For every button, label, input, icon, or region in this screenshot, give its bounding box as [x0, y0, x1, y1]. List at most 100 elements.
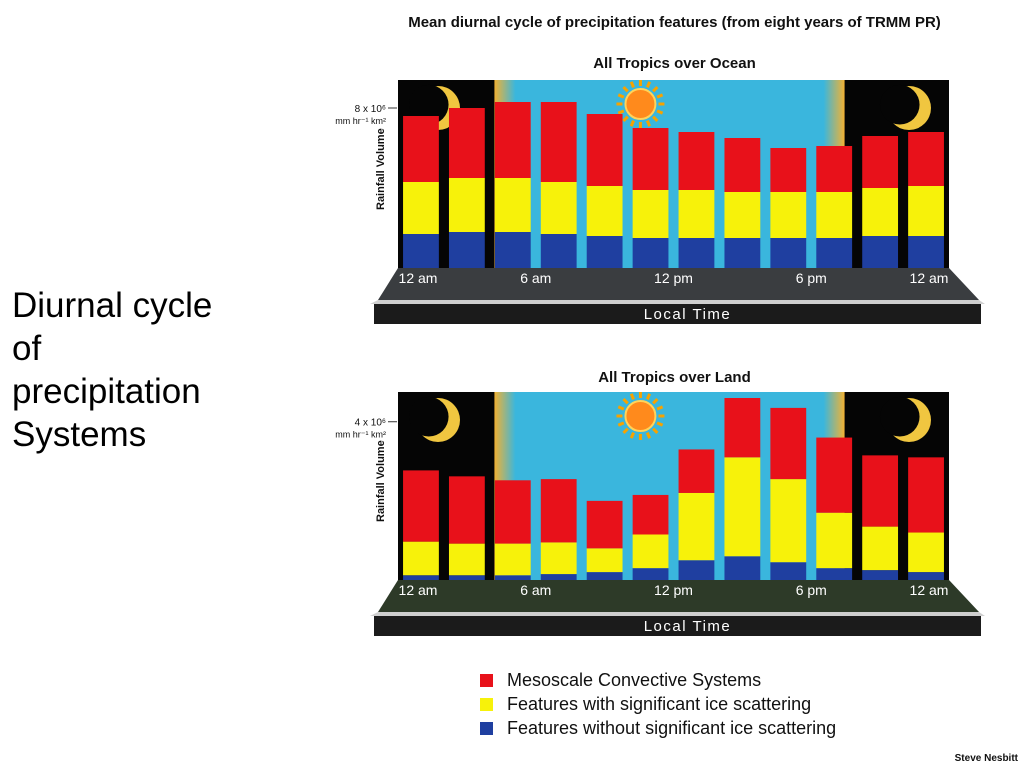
- legend-item: Features with significant ice scattering: [480, 692, 836, 716]
- sun-ray: [656, 421, 664, 427]
- x-axis-label: Local Time: [644, 306, 732, 323]
- bar-segment: [448, 476, 485, 544]
- x-tick-label: 12 am: [910, 270, 949, 286]
- figure: Mean diurnal cycle of precipitation feat…: [325, 0, 1024, 768]
- bar-segment: [862, 236, 899, 268]
- bar-segment: [770, 148, 807, 192]
- chart-title: All Tropics over Ocean: [593, 55, 756, 72]
- bar-segment: [770, 238, 807, 268]
- moon-shadow: [408, 396, 449, 437]
- y-tick-label: 4 x 10⁶: [355, 418, 386, 429]
- sun-ray: [645, 432, 652, 439]
- bar-segment: [678, 132, 715, 190]
- bar-segment: [403, 575, 439, 580]
- bar-segment: [678, 190, 715, 238]
- sun-ray: [645, 120, 652, 127]
- x-tick-label: 6 pm: [796, 582, 827, 598]
- legend-item: Features without significant ice scatter…: [480, 716, 836, 740]
- bar-segment: [724, 192, 761, 238]
- bar-segment: [448, 232, 485, 268]
- bar-segment: [862, 526, 899, 571]
- x-tick-label: 12 pm: [654, 270, 693, 286]
- sun-ray: [629, 81, 635, 88]
- bar-segment: [586, 186, 623, 236]
- sun-ray: [622, 397, 629, 405]
- chart-title: All Tropics over Land: [598, 369, 751, 386]
- sun-ray: [629, 393, 635, 400]
- moon-shadow: [879, 396, 920, 437]
- legend: Mesoscale Convective Systems Features wi…: [480, 668, 836, 740]
- sun-ray: [622, 427, 629, 435]
- legend-swatch-ice: [480, 697, 493, 711]
- bar-segment: [586, 114, 623, 186]
- bar-segment: [862, 188, 899, 236]
- land-chart-panel: All Tropics over Land 4 x 10⁶ mm hr⁻¹ km²…: [325, 362, 1024, 652]
- bar-segment: [862, 136, 899, 188]
- legend-swatch-noice: [480, 721, 493, 735]
- sun-ray: [645, 81, 652, 88]
- bar-segment: [448, 178, 485, 232]
- bar-segment: [816, 512, 853, 569]
- bar-segment: [540, 479, 577, 543]
- bar-segment: [540, 574, 577, 580]
- bar-segment: [678, 449, 715, 493]
- bar-segment: [494, 232, 531, 268]
- legend-label: Features with significant ice scattering: [507, 693, 812, 714]
- x-tick-label: 6 am: [520, 270, 551, 286]
- legend-item: Mesoscale Convective Systems: [480, 668, 836, 692]
- ground-edge: [370, 300, 985, 304]
- legend-label: Features without significant ice scatter…: [507, 717, 837, 738]
- y-axis-label: Rainfall Volume: [375, 440, 387, 522]
- moon-shadow: [879, 84, 920, 125]
- axis-base: [374, 304, 981, 324]
- bar-segment: [816, 437, 853, 513]
- sun-ray: [629, 432, 635, 439]
- bar-segment: [448, 575, 485, 580]
- bar-segment: [494, 102, 531, 178]
- bar-segment: [816, 568, 853, 580]
- bar-segment: [908, 572, 944, 580]
- y-axis-label: Rainfall Volume: [375, 128, 387, 210]
- sun-ray: [629, 120, 635, 127]
- legend-swatch-mcs: [480, 673, 493, 687]
- legend-label: Mesoscale Convective Systems: [507, 669, 762, 690]
- moon-shadow: [408, 84, 449, 125]
- bar-segment: [724, 398, 761, 458]
- bar-segment: [862, 455, 899, 527]
- x-tick-label: 12 pm: [654, 582, 693, 598]
- bar-segment: [724, 138, 761, 192]
- bar-segment: [908, 236, 944, 268]
- bar-segment: [540, 234, 577, 268]
- bar-segment: [908, 132, 944, 186]
- bar-segment: [586, 236, 623, 268]
- ground-edge: [370, 612, 985, 616]
- sun-ray: [656, 93, 664, 99]
- bar-segment: [448, 543, 485, 576]
- sun-ray: [645, 393, 652, 400]
- sun-icon: [624, 400, 657, 432]
- sun-ray: [656, 405, 664, 411]
- sun-ray: [652, 115, 659, 123]
- bar-segment: [632, 238, 669, 268]
- sun-ray: [617, 405, 625, 411]
- ocean-chart-panel: All Tropics over Ocean 8 x 10⁶ mm hr⁻¹ km…: [325, 50, 1024, 330]
- sun-ray: [622, 85, 629, 93]
- bar-segment: [816, 192, 853, 238]
- sun-ray: [622, 115, 629, 123]
- bar-segment: [403, 116, 439, 182]
- x-axis-label: Local Time: [644, 618, 732, 635]
- slide-title: Diurnal cycle of precipitation Systems: [12, 286, 213, 454]
- bar-segment: [586, 500, 623, 549]
- bar-segment: [908, 457, 944, 533]
- bar-segment: [862, 570, 899, 580]
- sun-ray: [656, 109, 664, 115]
- bar-segment: [632, 128, 669, 190]
- bar-segment: [724, 238, 761, 268]
- bar-segment: [494, 543, 531, 576]
- y-tick-unit: mm hr⁻¹ km²: [335, 430, 386, 440]
- x-tick-label: 6 pm: [796, 270, 827, 286]
- bar-segment: [403, 234, 439, 268]
- ground-surface: [378, 580, 979, 612]
